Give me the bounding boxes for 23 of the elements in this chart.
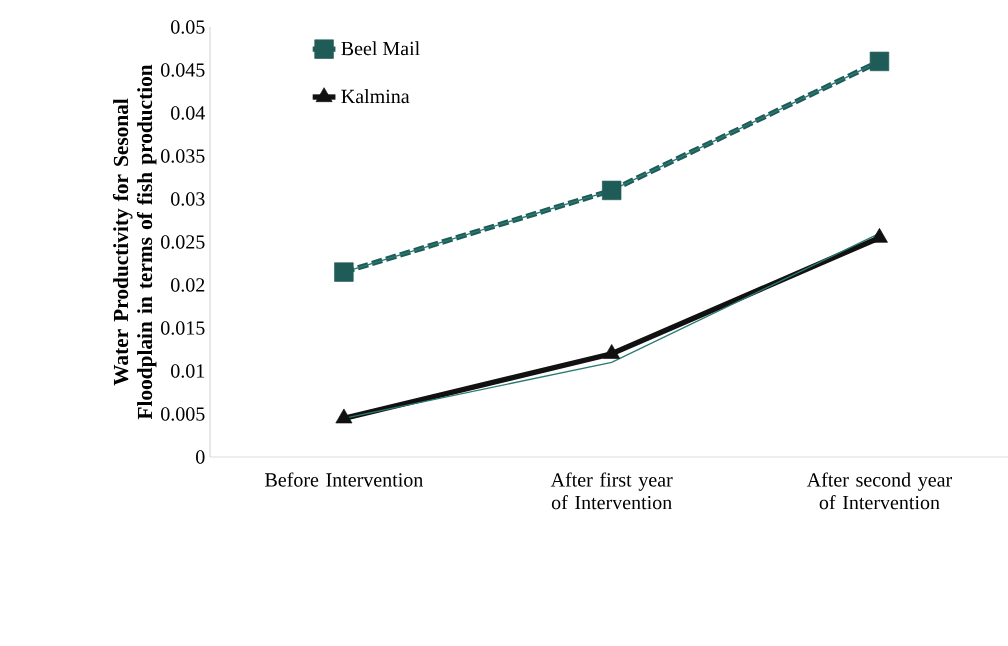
y-tick-label: 0.025 [161, 235, 205, 249]
point [603, 344, 621, 359]
y-tick-label: 0.05 [171, 20, 205, 34]
point [602, 180, 622, 201]
point [335, 408, 353, 424]
y-tick-label: 0.045 [161, 63, 205, 77]
point [334, 262, 354, 282]
y-tick-label: 0.005 [161, 407, 205, 421]
y-tick-label: 0.03 [171, 192, 205, 206]
legend-label: Kalmina [341, 89, 410, 104]
x-tick-label: After second year of Intervention [806, 472, 953, 510]
y-tick-label: 0.01 [171, 364, 205, 378]
y-tick-label: 0.015 [161, 321, 205, 335]
point [869, 51, 890, 72]
x-tick-label: Before Intervention [265, 472, 424, 487]
y-tick-label: 0.035 [161, 149, 205, 163]
y-tick-label: 0.02 [171, 278, 205, 292]
x-tick-label: After first year of Intervention [550, 472, 673, 510]
y-axis-title: Water Productivity for Sesonal Floodplain in terms of fish production [112, 64, 157, 420]
y-tick-label: 0 [196, 450, 205, 464]
point [871, 228, 888, 243]
y-tick-label: 0.04 [171, 106, 205, 120]
legend-label: Beel Mail [341, 41, 420, 56]
